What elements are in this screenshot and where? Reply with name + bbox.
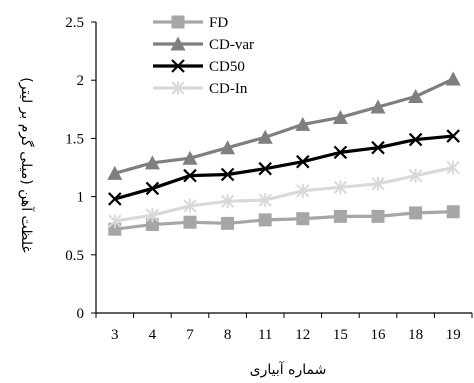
data-point-cd50-stroke <box>296 154 310 169</box>
data-point-fd <box>221 216 235 230</box>
series-line-cd-var <box>114 77 454 175</box>
data-point-cd50-stroke <box>408 132 423 147</box>
data-point-cd50-stroke <box>220 167 235 182</box>
x-tick-label: 7 <box>186 327 194 343</box>
y-tick-label: 1 <box>77 190 85 206</box>
series-fd <box>108 205 460 236</box>
data-point-cd50 <box>408 132 423 147</box>
series-line-cd50 <box>114 134 454 201</box>
legend-swatch-marker <box>171 59 185 73</box>
x-tick-label: 3 <box>111 327 119 343</box>
series-cd-var <box>107 71 461 180</box>
legend-swatch-marker-stroke <box>171 59 185 73</box>
legend-swatch-marker <box>171 81 185 95</box>
series-cd-in <box>108 160 460 229</box>
series-line-fd <box>114 210 454 231</box>
x-tick-label: 15 <box>333 327 348 343</box>
data-point-cd-in <box>108 214 122 229</box>
data-point-fd <box>333 209 347 223</box>
y-tick-label: 0.5 <box>65 248 84 264</box>
data-point-cd50-stroke <box>446 129 460 143</box>
data-point-cd-var <box>107 165 123 180</box>
x-tick-label: 19 <box>446 327 461 343</box>
data-point-fd <box>446 205 460 219</box>
data-point-cd50 <box>145 181 160 196</box>
data-point-cd50 <box>446 129 460 143</box>
data-point-fd <box>108 222 122 236</box>
data-point-cd-in <box>183 198 197 213</box>
x-tick-label: 4 <box>149 327 157 343</box>
data-point-fd <box>371 209 385 223</box>
data-point-cd50-stroke <box>258 161 272 176</box>
x-tick-label: 18 <box>408 327 423 343</box>
data-point-cd-in <box>258 193 272 208</box>
series-layer <box>107 71 461 236</box>
series-cd50 <box>108 129 460 206</box>
data-point-cd-in <box>220 194 235 209</box>
data-point-cd-in <box>371 176 385 191</box>
data-point-cd50-stroke <box>145 181 160 196</box>
y-tick-label: 1.5 <box>65 131 84 147</box>
data-point-cd-in <box>296 183 310 198</box>
data-point-fd <box>145 218 159 232</box>
x-tick-label: 11 <box>258 327 272 343</box>
data-point-fd <box>409 206 423 220</box>
data-point-cd50-stroke <box>371 140 385 155</box>
series-line-cd-in <box>114 165 454 223</box>
x-tick-label: 12 <box>295 327 310 343</box>
legend-label: CD50 <box>209 59 245 75</box>
legend-swatch-marker <box>171 15 185 29</box>
data-point-cd50 <box>108 192 122 206</box>
data-point-cd-in <box>446 160 460 175</box>
data-point-cd50 <box>258 161 272 176</box>
data-point-cd50 <box>183 168 197 183</box>
data-point-cd-var <box>144 155 160 170</box>
data-point-cd50 <box>296 154 310 169</box>
data-point-cd-var <box>408 88 424 103</box>
data-point-cd50 <box>333 145 348 160</box>
y-axis-title: غلظت آهن (میلی گرم بر لیتر) <box>18 77 35 252</box>
data-point-cd-var <box>332 109 348 124</box>
data-point-cd50-stroke <box>333 145 348 160</box>
legend-item-fd: FD <box>153 15 228 31</box>
legend-item-cd-var: CD-var <box>153 36 254 53</box>
data-point-cd-in <box>333 180 348 195</box>
legend-item-cd-in: CD-In <box>153 81 248 97</box>
y-tick-label: 2.5 <box>65 15 84 31</box>
data-point-cd-var <box>257 129 273 144</box>
y-tick-label: 2 <box>77 73 85 89</box>
legend-label: CD-In <box>209 81 248 97</box>
y-tick-label: 0 <box>77 306 85 322</box>
data-point-cd50 <box>371 140 385 155</box>
data-point-fd <box>296 212 310 226</box>
data-point-cd50-stroke <box>108 192 122 206</box>
x-tick-label: 8 <box>224 327 232 343</box>
x-axis-title: شماره آبیاری <box>250 361 327 378</box>
data-point-cd-var <box>220 140 236 155</box>
data-point-cd-var <box>370 99 386 114</box>
x-tick-label: 16 <box>371 327 387 343</box>
data-point-cd-var <box>182 150 198 165</box>
data-point-cd50 <box>220 167 235 182</box>
legend-swatch-marker <box>170 36 186 51</box>
axes: 0 0.5 1 1.5 2 2.5 3 4 7 8 11 12 15 16 18 19 <box>65 15 473 343</box>
data-point-cd-var <box>295 116 311 131</box>
data-point-cd50-stroke <box>183 168 197 183</box>
legend-label: FD <box>209 15 228 31</box>
data-point-cd-in <box>408 168 423 183</box>
data-point-fd <box>183 215 197 229</box>
legend: FD CD-var CD50 CD-In <box>153 15 254 97</box>
legend-label: CD-var <box>209 37 254 53</box>
data-point-fd <box>258 213 272 227</box>
data-point-cd-var <box>445 71 461 86</box>
legend-item-cd50: CD50 <box>153 59 245 75</box>
data-point-cd-in <box>145 208 160 223</box>
